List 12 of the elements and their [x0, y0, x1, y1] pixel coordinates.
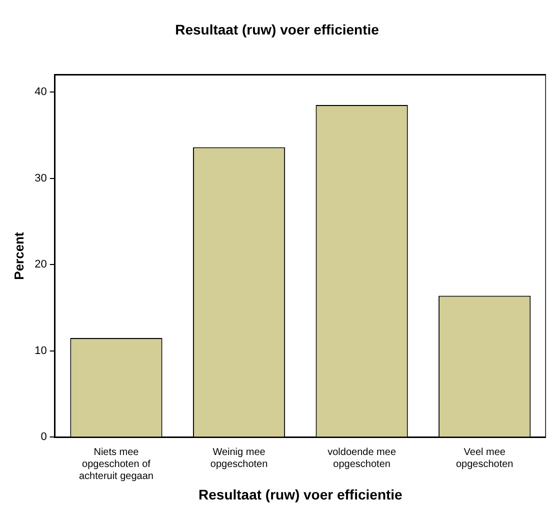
x-axis-title: Resultaat (ruw) voer efficientie: [198, 486, 403, 502]
y-tick-label: 20: [34, 258, 47, 271]
y-tick-label: 30: [34, 172, 47, 184]
y-axis-title: Percent: [11, 231, 26, 280]
chart-title: Resultaat (ruw) voer efficientie: [175, 21, 380, 38]
x-tick-label: Weinig mee opgeschoten: [210, 446, 268, 470]
y-tick-label: 10: [34, 344, 47, 357]
y-tick-label: 40: [34, 86, 47, 98]
x-tick-label: voldoende mee opgeschoten: [328, 446, 396, 470]
x-tick-label: Niets mee opgeschoten of achteruit gegaan: [78, 446, 154, 482]
y-tick-label: 0: [40, 431, 47, 444]
x-tick-label: Veel mee opgeschoten: [456, 446, 514, 470]
